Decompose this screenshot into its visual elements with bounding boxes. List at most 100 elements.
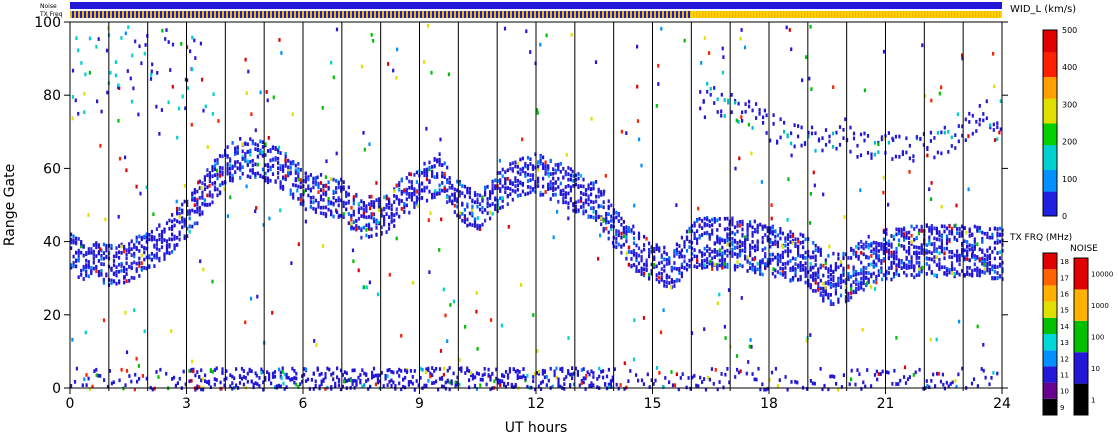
data-cell xyxy=(943,224,946,229)
data-cell xyxy=(72,240,75,245)
data-cell xyxy=(246,371,249,376)
data-cell xyxy=(675,251,678,256)
data-cell xyxy=(892,138,895,142)
data-cell xyxy=(770,216,773,221)
data-cell xyxy=(367,387,370,391)
data-cell xyxy=(693,221,696,225)
data-cell xyxy=(151,387,154,392)
data-cell xyxy=(268,375,271,380)
data-cell xyxy=(425,169,429,174)
data-cell xyxy=(789,230,792,234)
data-cell xyxy=(456,199,459,204)
data-cell xyxy=(642,316,645,320)
data-cell xyxy=(293,380,296,385)
data-cell xyxy=(332,75,335,80)
data-cell xyxy=(602,200,605,204)
data-cell xyxy=(206,173,209,178)
data-cell xyxy=(159,367,162,372)
data-cell xyxy=(117,83,120,87)
data-cell xyxy=(731,236,734,241)
data-cell xyxy=(721,46,724,51)
txfreq-strip-tick xyxy=(757,11,759,18)
data-cell xyxy=(254,175,257,179)
data-cell xyxy=(370,212,373,216)
data-cell xyxy=(882,49,886,54)
data-cell xyxy=(948,255,951,259)
data-cell xyxy=(125,256,128,261)
txfreq-strip-tick xyxy=(438,11,440,18)
data-cell xyxy=(486,197,489,201)
data-cell xyxy=(198,375,201,379)
txfreq-strip-tick xyxy=(154,11,156,18)
data-cell xyxy=(762,121,765,125)
data-cell xyxy=(988,256,991,261)
data-cell xyxy=(928,266,931,271)
data-cell xyxy=(345,371,348,376)
wid-scale-cell xyxy=(1043,141,1057,146)
data-cell xyxy=(207,379,211,384)
txfreq-strip-tick xyxy=(666,11,668,18)
data-cell xyxy=(840,385,843,389)
data-cell xyxy=(405,203,408,208)
data-cell xyxy=(670,280,673,284)
data-cell xyxy=(993,276,996,281)
data-cell xyxy=(829,277,832,282)
data-cell xyxy=(842,269,845,273)
data-cell xyxy=(203,198,206,203)
data-cell xyxy=(155,255,158,260)
data-cell xyxy=(570,32,573,37)
txfreq-strip-tick xyxy=(940,11,942,18)
data-cell xyxy=(377,202,381,206)
data-cell xyxy=(170,329,173,333)
data-cell xyxy=(996,271,999,275)
txfreq-strip-tick xyxy=(886,11,888,18)
data-cell xyxy=(627,250,630,254)
data-cell xyxy=(905,273,908,278)
data-cell xyxy=(761,240,764,244)
data-cell xyxy=(180,42,183,46)
data-cell xyxy=(145,266,148,271)
data-cell xyxy=(128,242,131,246)
data-cell xyxy=(703,115,706,120)
data-cell xyxy=(123,269,126,273)
noise-scale-tick: 1000 xyxy=(1091,302,1109,310)
data-cell xyxy=(971,252,974,257)
data-cell xyxy=(95,44,98,49)
data-cell xyxy=(988,227,991,231)
data-cell xyxy=(259,90,262,95)
data-cell xyxy=(670,278,673,282)
data-cell xyxy=(126,69,129,73)
data-cell xyxy=(605,216,608,221)
data-cell xyxy=(383,195,386,200)
data-cell xyxy=(663,280,666,284)
data-cell xyxy=(812,274,815,279)
data-cell xyxy=(734,166,737,171)
data-cell xyxy=(516,368,519,373)
data-cell xyxy=(562,192,565,197)
data-cell xyxy=(324,205,328,210)
data-cell xyxy=(564,185,567,189)
data-cell xyxy=(97,251,100,256)
data-cell xyxy=(703,231,706,236)
data-cell xyxy=(842,279,845,284)
data-cell xyxy=(350,205,353,210)
data-cell xyxy=(436,175,439,179)
data-cell xyxy=(118,269,121,274)
data-cell xyxy=(390,378,393,383)
data-cell xyxy=(197,180,200,185)
data-cell xyxy=(817,286,820,290)
data-cell xyxy=(658,280,661,284)
data-cell xyxy=(330,385,333,389)
data-cell xyxy=(821,148,824,153)
data-cell xyxy=(918,260,921,265)
data-cell xyxy=(741,110,744,115)
data-cell xyxy=(985,99,988,104)
data-cell xyxy=(885,370,888,374)
data-cell xyxy=(903,235,906,240)
data-cell xyxy=(744,242,747,246)
txfreq-strip-tick xyxy=(410,11,412,18)
data-cell xyxy=(478,224,482,229)
data-cell xyxy=(996,241,999,245)
wid-scale-cell xyxy=(1043,116,1057,121)
